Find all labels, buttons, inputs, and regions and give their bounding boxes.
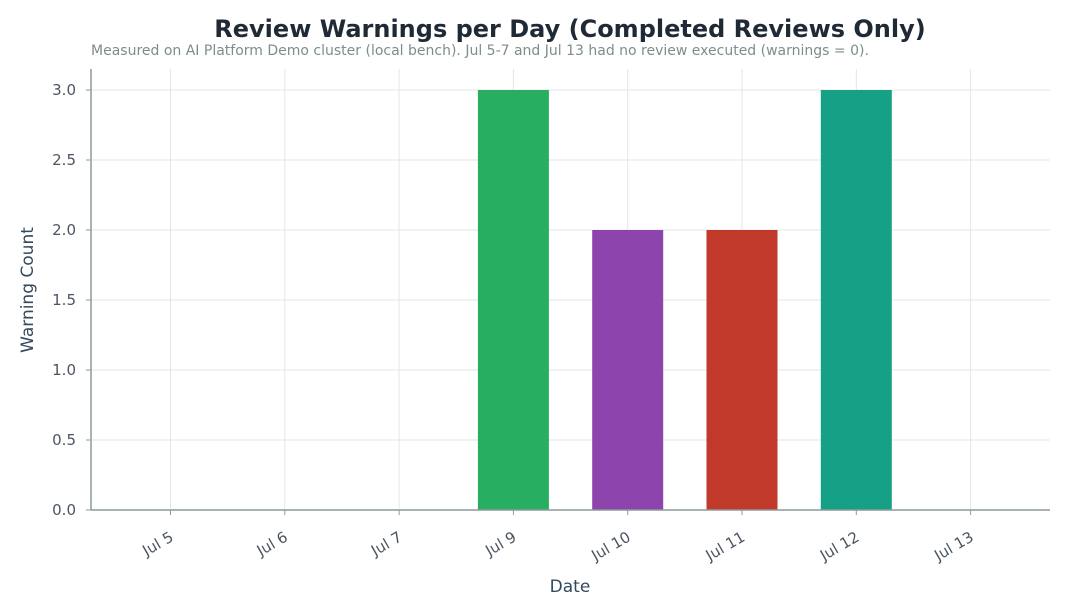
bar bbox=[820, 90, 892, 510]
x-tick-labels: Jul 5 Jul 6 Jul 7 Jul 9 Jul 10 Jul 11 Jul 12 Ju… bbox=[139, 510, 977, 565]
x-tick-label: Jul 7 bbox=[367, 528, 405, 560]
chart-title: Review Warnings per Day (Completed Revie… bbox=[214, 15, 925, 43]
x-axis-label: Date bbox=[550, 577, 591, 597]
y-tick-label: 2.5 bbox=[52, 151, 76, 169]
y-tick-label: 1.0 bbox=[52, 361, 76, 379]
y-tick-label: 2.0 bbox=[52, 221, 76, 239]
y-tick-label: 1.5 bbox=[52, 291, 76, 309]
x-tick-label: Jul 12 bbox=[816, 528, 862, 565]
x-tick-label: Jul 6 bbox=[253, 528, 291, 560]
bar-layer bbox=[477, 90, 892, 510]
x-tick-label: Jul 5 bbox=[139, 528, 177, 560]
bar bbox=[592, 230, 664, 510]
y-tick-label: 0.5 bbox=[52, 431, 76, 449]
y-tick-label: 3.0 bbox=[52, 81, 76, 99]
x-tick-label: Jul 10 bbox=[588, 528, 634, 565]
x-tick-label: Jul 11 bbox=[702, 528, 748, 565]
x-tick-label: Jul 13 bbox=[930, 528, 976, 565]
grid-layer bbox=[91, 69, 1050, 511]
x-tick-label: Jul 9 bbox=[481, 528, 519, 560]
chart-subtitle: Measured on AI Platform Demo cluster (lo… bbox=[91, 43, 869, 59]
y-axis-label: Warning Count bbox=[18, 227, 38, 353]
bar bbox=[706, 230, 778, 510]
bar bbox=[477, 90, 549, 510]
y-tick-label: 0.0 bbox=[52, 501, 76, 519]
y-tick-labels: 0.0 0.5 1.0 1.5 2.0 2.5 3.0 bbox=[52, 81, 91, 519]
